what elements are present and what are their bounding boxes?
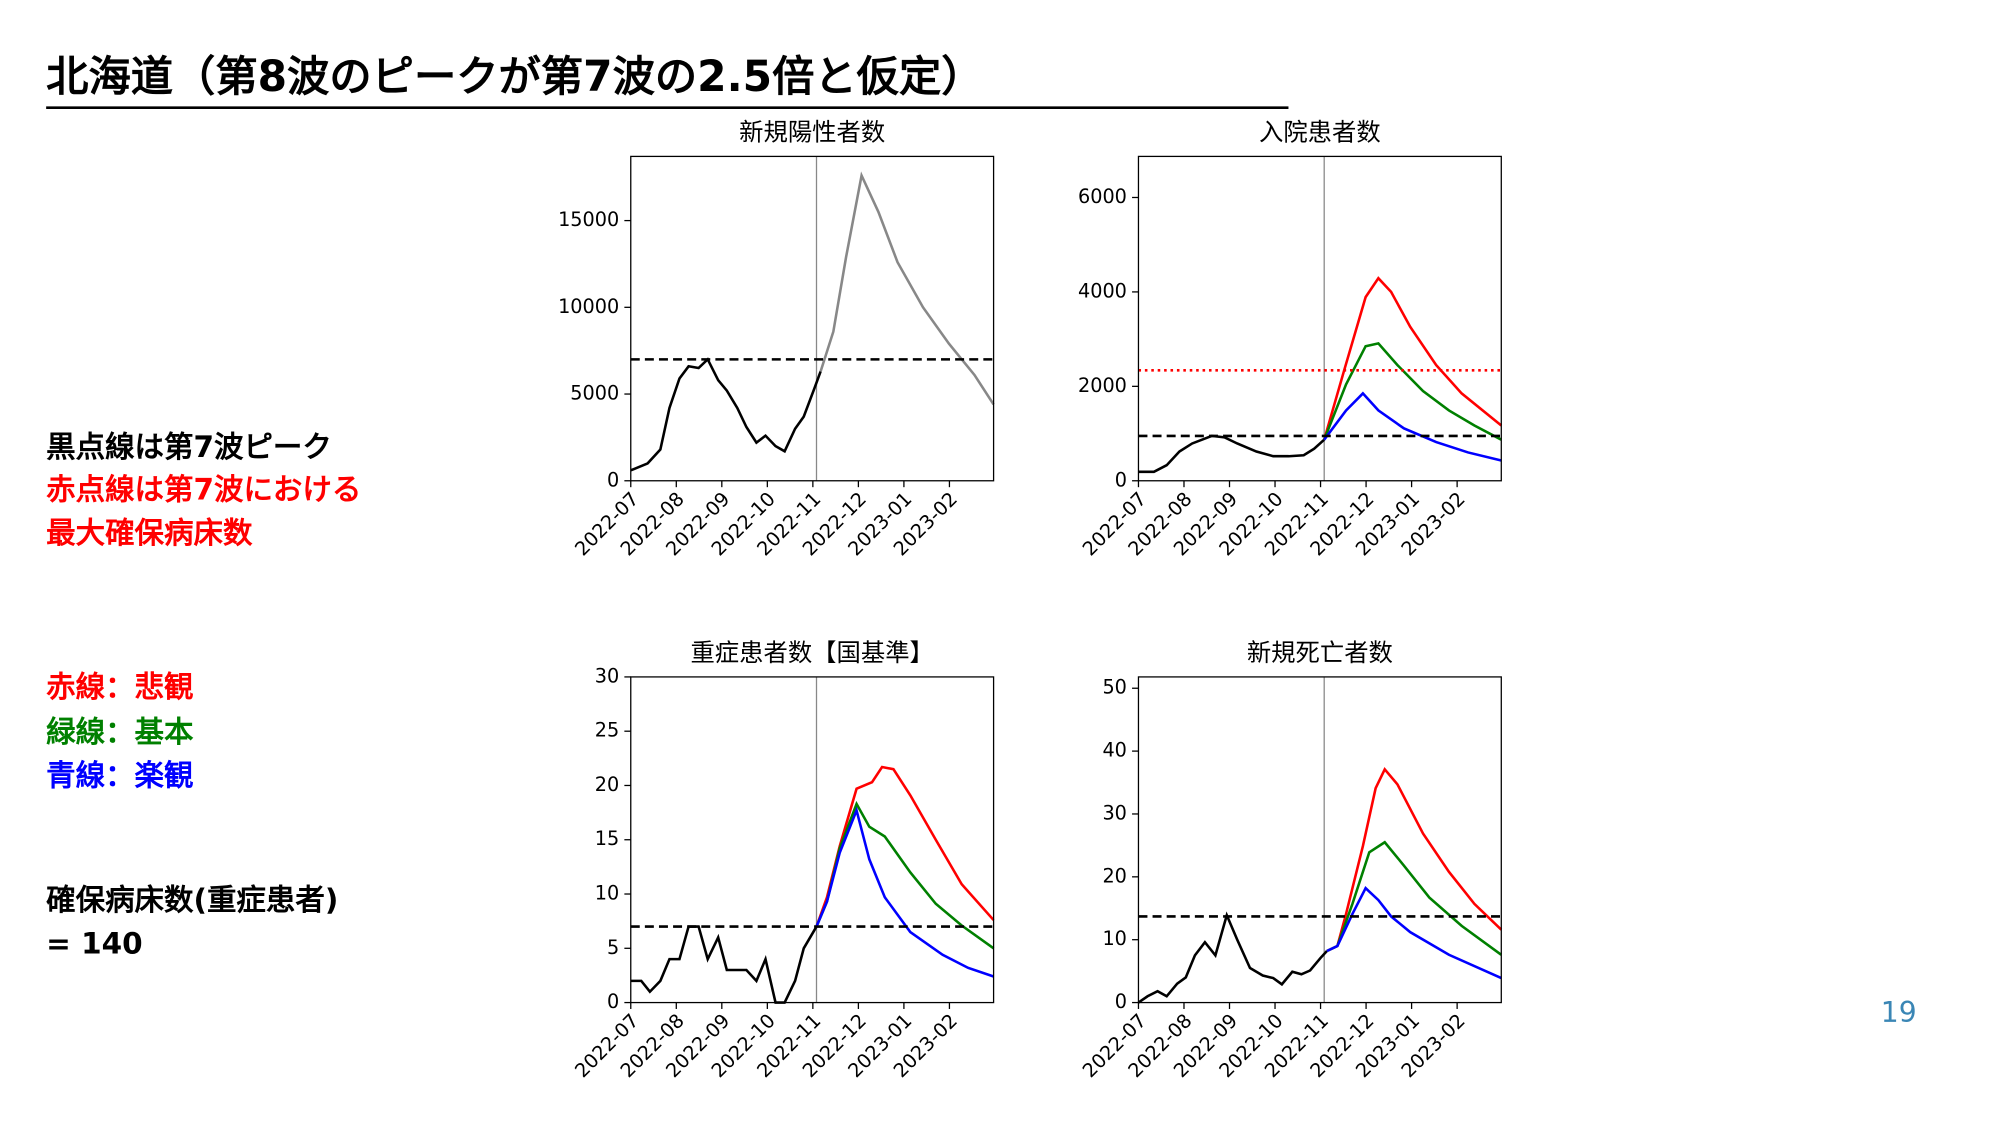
y-tick-label: 30: [595, 664, 619, 687]
y-tick-label: 10: [595, 882, 619, 905]
chart-title: 入院患者数: [1259, 117, 1381, 146]
plot-frame: [1137, 155, 1502, 482]
series-line: [1326, 840, 1503, 956]
note: 最大確保病床数: [46, 516, 253, 550]
y-tick-label: 6000: [1078, 185, 1127, 208]
note: 確保病床数(重症患者): [46, 883, 338, 917]
y-tick-label: 40: [1102, 739, 1126, 762]
y-tick-label: 2000: [1078, 374, 1127, 397]
y-tick-label: 20: [595, 773, 619, 796]
y-tick-label: 0: [1115, 468, 1127, 491]
y-tick-label: 5: [607, 936, 619, 959]
note: = 140: [46, 926, 142, 960]
y-tick-label: 0: [607, 990, 619, 1013]
note: 黒点線は第7波ピーク: [46, 430, 332, 464]
y-tick-label: 20: [1102, 864, 1126, 887]
plot-frame: [1137, 676, 1502, 1004]
slide-title: 北海道（第8波のピークが第7波の2.5倍と仮定）: [46, 52, 983, 101]
y-tick-label: 10000: [558, 295, 619, 318]
series-line: [1322, 276, 1503, 441]
series-line: [1326, 766, 1503, 953]
note: 赤点線は第7波における: [46, 473, 361, 507]
y-tick-label: 10: [1102, 927, 1126, 950]
y-tick-label: 25: [595, 719, 619, 742]
y-tick-label: 0: [607, 468, 619, 491]
series-line: [630, 357, 822, 472]
series-line: [1323, 391, 1502, 462]
y-tick-label: 5000: [570, 382, 619, 405]
page-number: 19: [1881, 996, 1917, 1029]
y-tick-label: 15000: [558, 208, 619, 231]
y-tick-label: 50: [1102, 676, 1126, 699]
note: 緑線：基本: [46, 715, 194, 749]
plot-frame: [630, 155, 995, 482]
y-tick-label: 15: [595, 827, 619, 850]
y-tick-label: 0: [1115, 990, 1127, 1013]
chart-title: 重症患者数【国基準】: [690, 638, 933, 667]
series-line: [1323, 341, 1502, 441]
series-line: [815, 806, 995, 978]
note: 青線：楽観: [46, 758, 193, 792]
chart-title: 新規陽性者数: [739, 117, 885, 146]
y-tick-label: 4000: [1078, 279, 1127, 302]
chart-title: 新規死亡者数: [1247, 638, 1393, 667]
series-line: [819, 171, 995, 406]
series-line: [1137, 911, 1328, 1004]
series-line: [1138, 434, 1326, 474]
y-tick-label: 30: [1102, 801, 1126, 824]
series-line: [1326, 886, 1502, 980]
series-line: [630, 925, 818, 1004]
plot-frame: [630, 676, 995, 1004]
note: 赤線：悲観: [46, 670, 193, 704]
